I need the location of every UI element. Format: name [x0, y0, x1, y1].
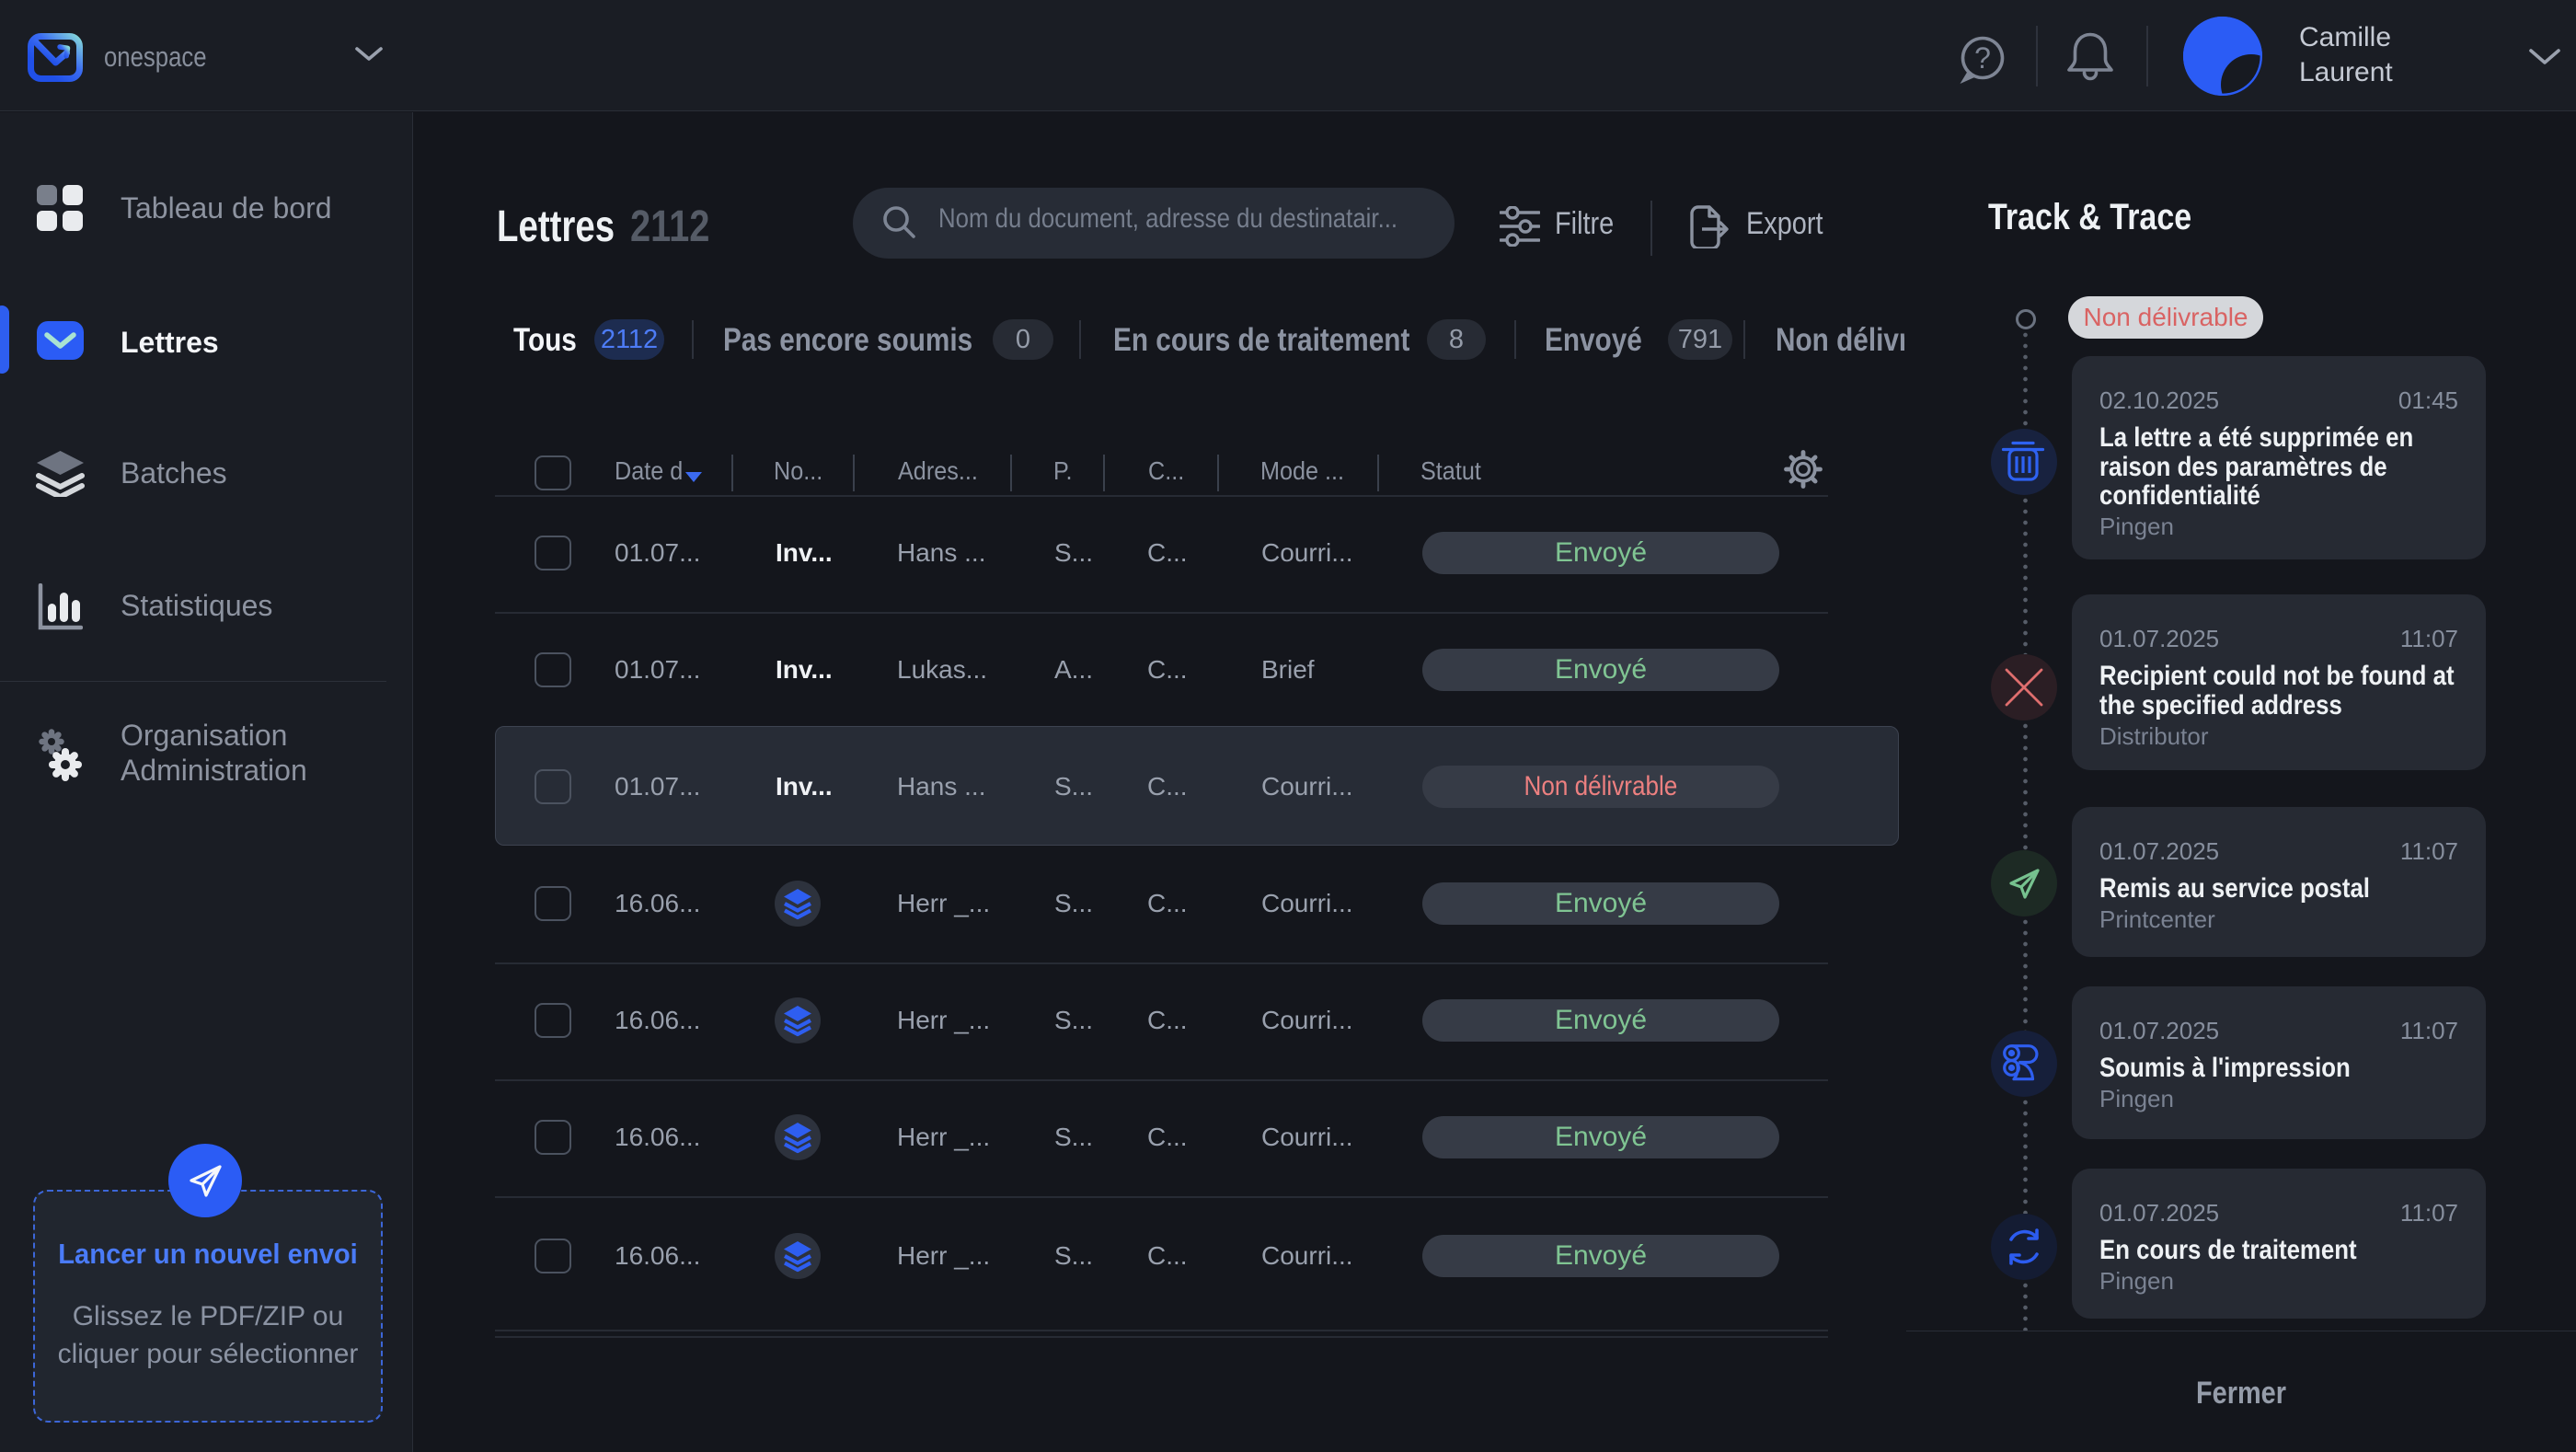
- svg-text:?: ?: [1974, 41, 1991, 75]
